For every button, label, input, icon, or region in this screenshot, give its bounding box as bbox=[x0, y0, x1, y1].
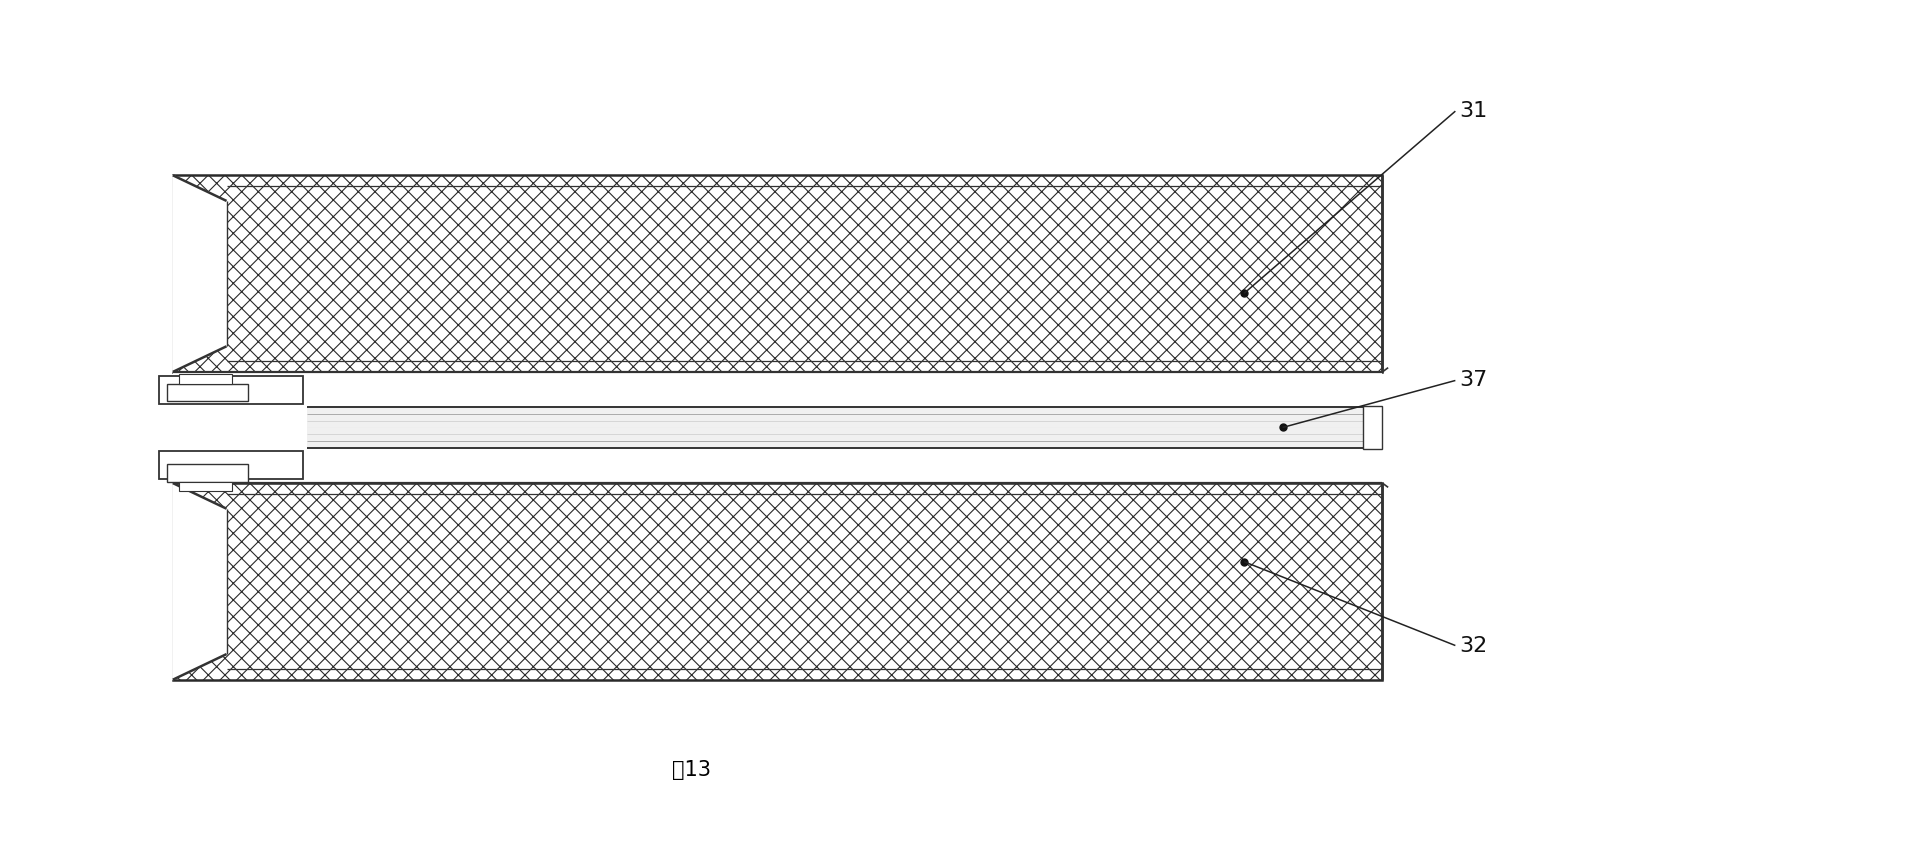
Text: 31: 31 bbox=[1459, 101, 1488, 121]
Bar bbox=[173, 175, 1382, 372]
Bar bbox=[179, 481, 232, 491]
Text: 37: 37 bbox=[1459, 370, 1488, 391]
Bar bbox=[307, 406, 1379, 449]
Polygon shape bbox=[173, 483, 227, 680]
Bar bbox=[173, 372, 1382, 483]
Bar bbox=[159, 451, 303, 479]
Bar bbox=[167, 464, 248, 481]
Text: 32: 32 bbox=[1459, 635, 1488, 656]
Bar bbox=[159, 376, 303, 404]
Bar bbox=[173, 483, 1382, 680]
Bar bbox=[179, 374, 232, 384]
Polygon shape bbox=[173, 175, 227, 372]
Bar bbox=[1363, 406, 1382, 449]
Bar bbox=[167, 384, 248, 401]
Text: 图13: 图13 bbox=[672, 759, 710, 780]
